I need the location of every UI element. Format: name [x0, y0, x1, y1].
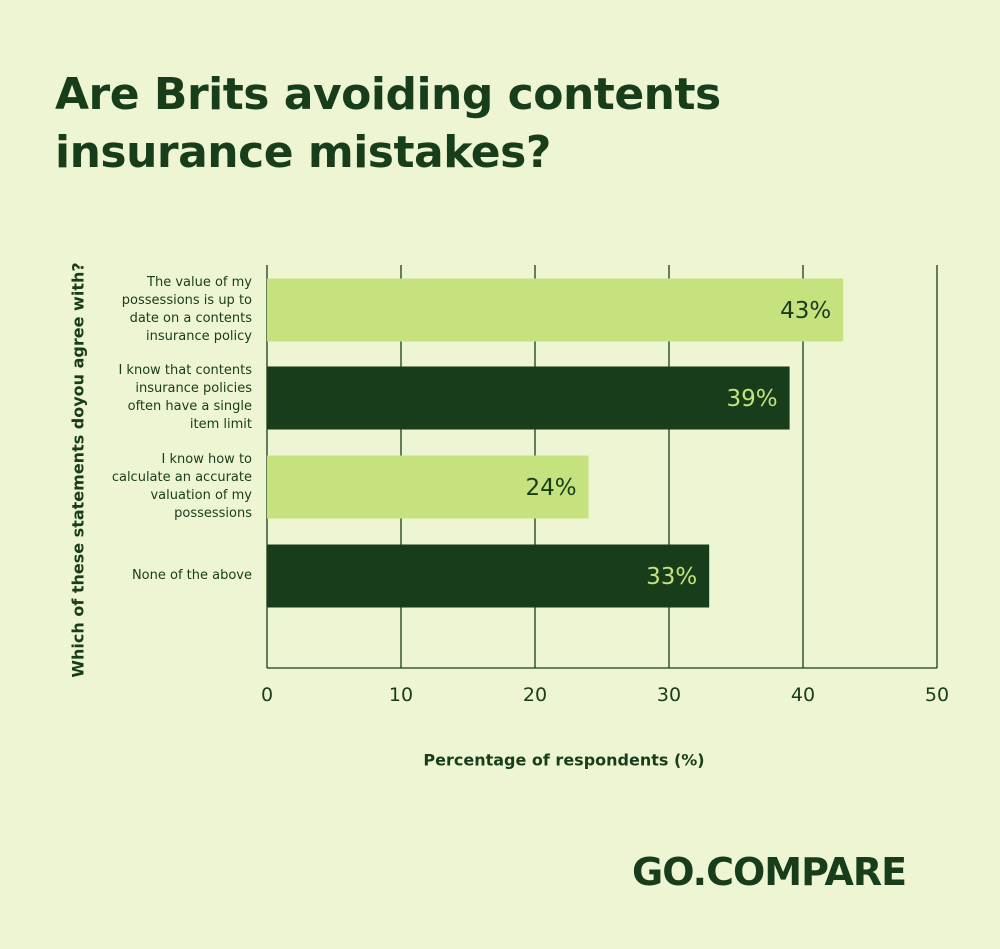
bar [267, 544, 710, 608]
x-tick-label: 10 [389, 684, 413, 706]
gocompare-logo: GO.COMPARE [632, 850, 907, 894]
bar [267, 366, 790, 430]
category-label: I know how to calculate an accurate valu… [111, 452, 252, 521]
x-tick-label: 40 [791, 684, 815, 706]
x-tick-label: 30 [657, 684, 681, 706]
category-label: I know that contents insurance policies … [118, 363, 252, 432]
x-tick-label: 50 [925, 684, 949, 706]
bar-value-label: 24% [525, 475, 576, 501]
bar [267, 455, 589, 519]
bar-value-label: 39% [726, 386, 777, 412]
bar-value-label: 33% [646, 564, 697, 590]
bar-value-label: 43% [780, 298, 831, 324]
bar [267, 278, 844, 342]
category-label: None of the above [131, 568, 252, 583]
x-tick-label: 0 [261, 684, 273, 706]
chart-title: Are Brits avoiding contents insurance mi… [55, 69, 721, 178]
category-label: The value of my possessions is up to dat… [121, 275, 252, 344]
x-axis-label: Percentage of respondents (%) [423, 750, 705, 770]
x-tick-label: 20 [523, 684, 547, 706]
y-axis-label: Which of these statements doyou agree wi… [68, 262, 88, 678]
